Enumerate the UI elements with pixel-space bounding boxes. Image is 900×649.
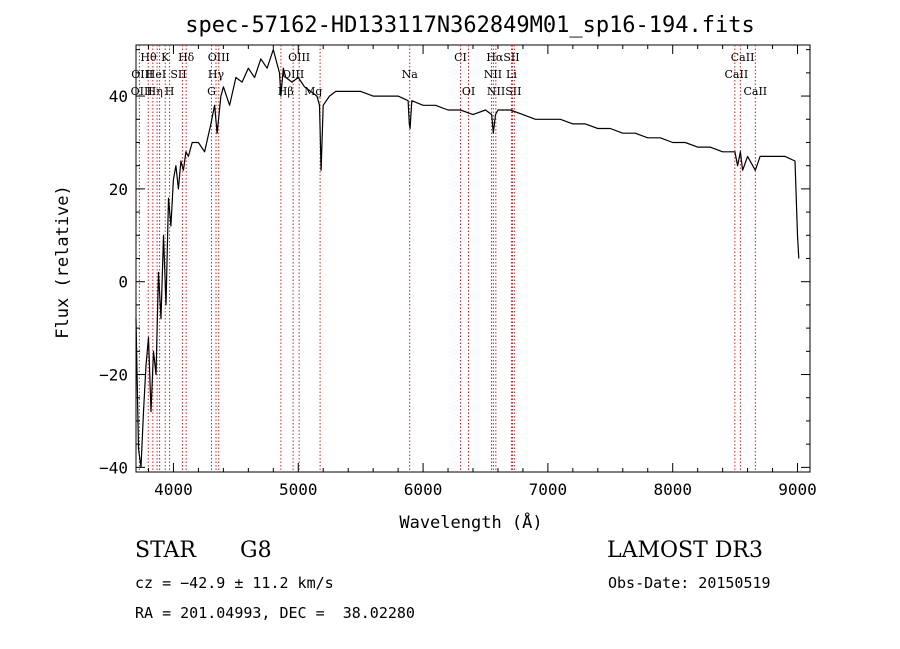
x-axis-label: Wavelength (Å) bbox=[399, 511, 542, 533]
line-label: Na bbox=[402, 68, 419, 81]
line-label: OIII bbox=[208, 51, 230, 64]
line-label: K bbox=[161, 51, 170, 64]
line-label: Hη bbox=[147, 85, 163, 98]
object-subclass: G8 bbox=[240, 538, 272, 563]
x-tick-label: 8000 bbox=[653, 480, 692, 499]
redshift-velocity: cz = −42.9 ± 11.2 km/s bbox=[135, 574, 334, 592]
x-tick-label: 6000 bbox=[404, 480, 443, 499]
line-label: HeI bbox=[146, 68, 166, 81]
line-label: Hθ bbox=[140, 51, 157, 64]
line-label: Hγ bbox=[208, 68, 225, 81]
y-axis-label: Flux (relative) bbox=[53, 185, 73, 339]
spectrum-line-spectrum bbox=[135, 49, 800, 468]
coordinates: RA = 201.04993, DEC = 38.02280 bbox=[135, 604, 415, 622]
line-label: CaII bbox=[731, 51, 755, 64]
line-label: CaII bbox=[725, 68, 749, 81]
plot-border bbox=[135, 44, 811, 473]
line-label: OIII bbox=[131, 85, 153, 98]
x-tick-label: 7000 bbox=[529, 480, 568, 499]
line-label: Mg bbox=[304, 85, 322, 98]
spectrum-series bbox=[135, 49, 800, 468]
line-label: CI bbox=[454, 51, 467, 64]
line-label: HαSII bbox=[486, 51, 519, 64]
y-tick-label: 40 bbox=[109, 87, 128, 106]
line-label: H bbox=[165, 85, 175, 98]
y-tick-label: −20 bbox=[99, 366, 128, 385]
line-label: CaII bbox=[743, 85, 767, 98]
line-label: Hδ bbox=[178, 51, 195, 64]
y-tick-label: −40 bbox=[99, 458, 128, 477]
spectral-line-markers bbox=[138, 45, 756, 472]
line-label: NIISII bbox=[487, 85, 522, 98]
observation-date: Obs-Date: 20150519 bbox=[608, 574, 771, 592]
x-tick-label: 4000 bbox=[154, 480, 193, 499]
y-tick-label: 20 bbox=[109, 180, 128, 199]
chart-title: spec-57162-HD133117N362849M01_sp16-194.f… bbox=[185, 13, 755, 38]
axis-ticks: 4000 5000 6000 7000 8000 9000 −40 −20 0 20 40 bbox=[99, 45, 817, 499]
line-label: OI bbox=[462, 85, 475, 98]
line-label: NII bbox=[484, 68, 502, 81]
line-label: SII bbox=[170, 68, 186, 81]
plot-frame bbox=[135, 44, 811, 473]
object-class: STAR bbox=[135, 538, 196, 563]
x-tick-label: 9000 bbox=[778, 480, 817, 499]
x-tick-label: 5000 bbox=[279, 480, 318, 499]
survey-name: LAMOST DR3 bbox=[607, 538, 763, 563]
line-label: OIII bbox=[131, 68, 153, 81]
line-label: Li bbox=[506, 68, 517, 81]
line-label: G bbox=[207, 85, 216, 98]
y-tick-label: 0 bbox=[118, 273, 128, 292]
line-label: OIII bbox=[288, 51, 310, 64]
